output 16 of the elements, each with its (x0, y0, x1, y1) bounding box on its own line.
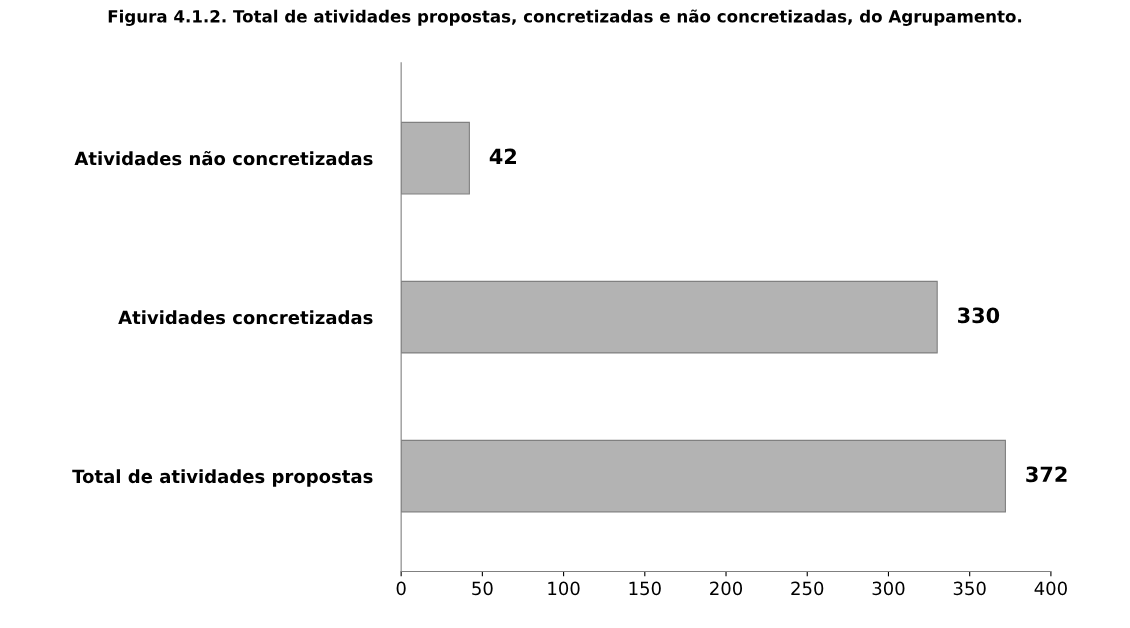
y-tick-label: Total de atividades propostas (72, 469, 373, 487)
x-tick-label: 50 (472, 581, 493, 596)
x-tick-label: 200 (710, 581, 743, 596)
x-tick-label: 100 (548, 581, 580, 596)
x-tick-label: 400 (1034, 581, 1067, 596)
y-tick-label: Atividades concretizadas (118, 310, 373, 325)
y-tick-label: Atividades não concretizadas (74, 150, 373, 166)
x-tick-label: 150 (629, 581, 661, 596)
x-tick-label: 350 (953, 581, 986, 596)
chart-title: Figura 4.1.2. Total de atividades propostas, concretizadas e não concretizadas, do Agrupamento. (108, 9, 1022, 26)
x-tick-label: 250 (791, 581, 824, 596)
data-label: 42 (489, 148, 516, 164)
x-tick-label: 0 (396, 581, 406, 596)
data-label: 372 (1026, 466, 1067, 483)
data-label: 330 (958, 307, 1000, 324)
x-tick-label: 300 (872, 581, 905, 596)
